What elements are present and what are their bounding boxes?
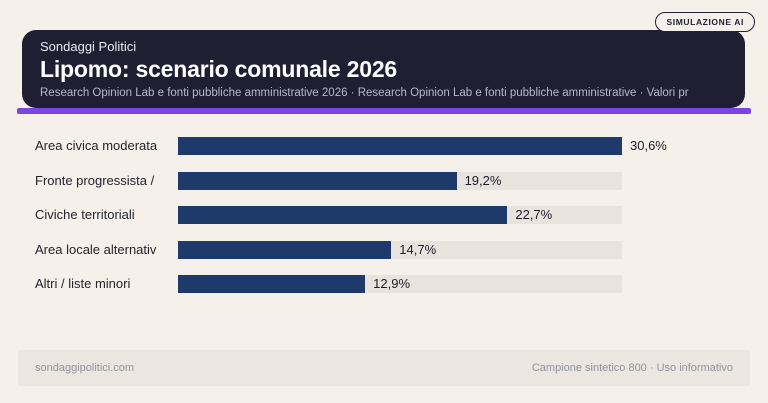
bar-row: Altri / liste minori 12,9% (0, 275, 768, 293)
bar-value-label: 30,6% (630, 138, 667, 153)
bar-fill (178, 275, 366, 293)
header: Sondaggi Politici Lipomo: scenario comun… (22, 30, 745, 108)
bar-row: Area civica moderata 30,6% (0, 137, 768, 155)
page-title: Lipomo: scenario comunale 2026 (40, 56, 398, 82)
bar-fill (178, 171, 457, 190)
bar-row: Civiche territoriali 22,7% (0, 206, 768, 224)
bar-row: Area locale alternativ 14,7% (0, 240, 768, 259)
bar-fill (178, 137, 622, 155)
bar-category-label: Area locale alternativ (35, 241, 157, 257)
bar-category-label: Fronte progressista / (35, 172, 155, 188)
bar-category-label: Altri / liste minori (35, 276, 131, 291)
bar-track: 30,6% (178, 137, 667, 155)
bar-value-label: 19,2% (464, 172, 502, 188)
bar-value-label: 12,9% (373, 276, 411, 291)
footer: sondaggipolitici.com Campione sintetico … (18, 350, 750, 386)
bar-track: 14,7% (178, 240, 622, 259)
bar-value-label: 14,7% (399, 241, 437, 257)
bar-track: 22,7% (178, 206, 622, 224)
brand-kicker: Sondaggi Politici (40, 39, 137, 54)
bar-category-label: Civiche territoriali (35, 207, 135, 222)
bar-value-label: 22,7% (515, 207, 553, 222)
footer-note: Campione sintetico 800 · Uso informativo (531, 362, 733, 374)
simulation-ai-badge: SIMULAZIONE AI (654, 12, 755, 32)
bar-category-label: Area civica moderata (35, 138, 158, 153)
bar-track: 12,9% (178, 275, 622, 293)
bar-fill (178, 240, 392, 259)
accent-strip (17, 108, 751, 114)
bar-row: Fronte progressista / 19,2% (0, 171, 768, 190)
bar-fill (178, 206, 508, 224)
footer-site: sondaggipolitici.com (35, 362, 135, 374)
bar-chart: Area civica moderata 30,6% Fronte progre… (0, 137, 768, 310)
source-subtitle: Research Opinion Lab e fonti pubbliche a… (40, 87, 689, 99)
bar-track: 19,2% (178, 171, 622, 190)
